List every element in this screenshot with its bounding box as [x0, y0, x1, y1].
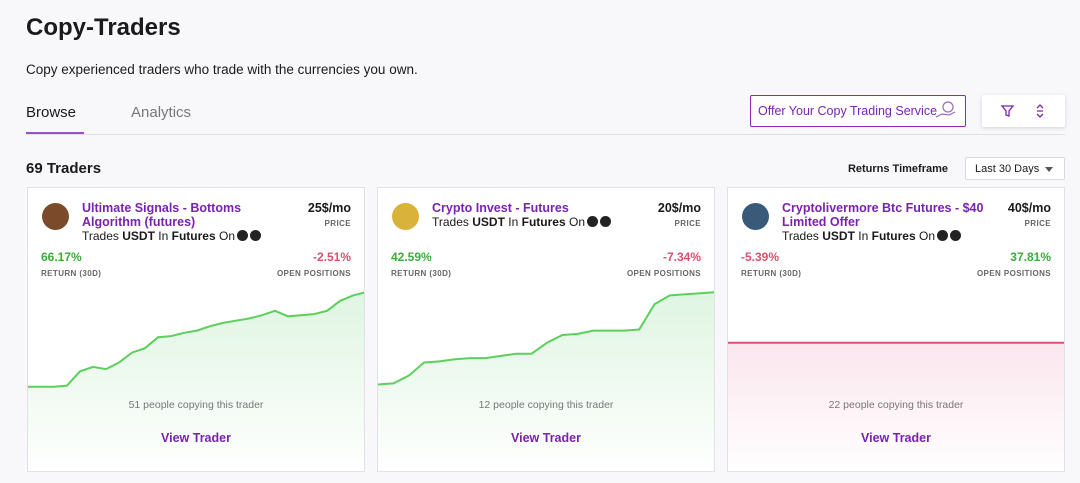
- asset: USDT: [472, 215, 505, 229]
- trades-text: Trades: [782, 229, 819, 243]
- timeframe-label: Returns Timeframe: [847, 163, 948, 175]
- trader-card: Cryptolivermore Btc Futures - $40 Limite…: [727, 187, 1065, 472]
- filter-icon[interactable]: [1000, 105, 1015, 117]
- view-trader-link[interactable]: View Trader: [861, 431, 931, 445]
- select-value: Last 30 Days: [975, 162, 1040, 175]
- card-header: Ultimate Signals - Bottoms Algorithm (fu…: [82, 201, 300, 243]
- on-text: On: [918, 229, 935, 243]
- price: 40$/mo: [1007, 201, 1051, 215]
- open-positions-stat: 37.81% OPEN POSITIONS: [977, 250, 1051, 278]
- sparkline-area: [378, 292, 714, 471]
- price-block: 25$/mo PRICE: [308, 201, 351, 228]
- open-positions-label: OPEN POSITIONS: [276, 269, 351, 278]
- return-value: 66.17%: [41, 250, 82, 264]
- toolbar-icons: [1000, 104, 1044, 118]
- sparkline-line: [28, 291, 364, 388]
- price-label: PRICE: [1024, 219, 1051, 228]
- price-block: 40$/mo PRICE: [1008, 201, 1051, 228]
- card-header: Cryptolivermore Btc Futures - $40 Limite…: [782, 201, 1000, 243]
- avatar: [42, 203, 69, 230]
- price: 20$/mo: [657, 201, 701, 215]
- copiers: 22 people copying this trader: [828, 399, 964, 411]
- trades-text: Trades: [82, 229, 119, 243]
- sparkline-area: [28, 292, 364, 471]
- view-trader-link[interactable]: View Trader: [161, 431, 231, 445]
- sort-icon[interactable]: [1036, 104, 1044, 118]
- sparkline: [378, 291, 714, 471]
- avatar: [392, 203, 419, 230]
- page-subtitle: Copy experienced traders who trade with …: [26, 62, 418, 77]
- coin-icon: [587, 216, 598, 227]
- card-header: Crypto Invest - Futures Trades USDT In Fu…: [432, 201, 650, 229]
- view-trader-link[interactable]: View Trader: [511, 431, 581, 445]
- return-value: 42.59%: [391, 250, 432, 264]
- open-positions-label: OPEN POSITIONS: [626, 269, 701, 278]
- toolbar: [982, 95, 1065, 127]
- trades-line: Trades USDT In Futures On: [782, 229, 1000, 243]
- open-positions-label: OPEN POSITIONS: [976, 269, 1051, 278]
- price-label: PRICE: [674, 219, 701, 228]
- sparkline-area: [728, 342, 1064, 471]
- market: Futures: [521, 215, 566, 229]
- trader-name[interactable]: Cryptolivermore Btc Futures - $40 Limite…: [782, 201, 984, 229]
- copiers: 12 people copying this trader: [478, 399, 614, 411]
- coin-icon: [950, 230, 961, 241]
- active-tab-indicator: [26, 132, 84, 134]
- return-label: RETURN (30D): [41, 269, 102, 278]
- return-value: -5.39%: [741, 250, 780, 264]
- trader-card: Crypto Invest - Futures Trades USDT In Fu…: [377, 187, 715, 472]
- tab[interactable]: Analytics: [131, 104, 192, 121]
- return-label: RETURN (30D): [741, 269, 802, 278]
- sparkline: [728, 341, 1064, 471]
- coin-icon: [600, 216, 611, 227]
- trades-line: Trades USDT In Futures On: [82, 229, 300, 243]
- trader-name[interactable]: Crypto Invest - Futures: [432, 201, 569, 215]
- price-label: PRICE: [324, 219, 351, 228]
- offer-icon: [935, 101, 956, 118]
- price: 25$/mo: [307, 201, 351, 215]
- market: Futures: [171, 229, 216, 243]
- coin-icon: [237, 230, 248, 241]
- divider: [26, 134, 1065, 135]
- avatar: [742, 203, 769, 230]
- trader-name[interactable]: Ultimate Signals - Bottoms Algorithm (fu…: [82, 201, 242, 229]
- sparkline-line: [378, 291, 714, 386]
- button-label: Offer Your Copy Trading Service: [758, 104, 938, 118]
- market: Futures: [871, 229, 916, 243]
- open-positions-value: 37.81%: [1010, 250, 1051, 264]
- trades-line: Trades USDT In Futures On: [432, 215, 650, 229]
- caret: [1045, 167, 1053, 172]
- price-block: 20$/mo PRICE: [658, 201, 701, 228]
- asset: USDT: [822, 229, 855, 243]
- offer-button[interactable]: Offer Your Copy Trading Service: [750, 95, 966, 127]
- trader-count: 69 Traders: [26, 160, 102, 177]
- in-text: In: [158, 229, 169, 243]
- asset: USDT: [122, 229, 155, 243]
- return-stat: 66.17% RETURN (30D): [41, 250, 101, 278]
- return-stat: 42.59% RETURN (30D): [391, 250, 451, 278]
- sparkline: [28, 291, 364, 471]
- page-title: Copy-Traders: [26, 14, 181, 41]
- open-positions-value: -7.34%: [662, 250, 701, 264]
- open-positions-stat: -7.34% OPEN POSITIONS: [627, 250, 701, 278]
- on-text: On: [568, 215, 585, 229]
- copiers: 51 people copying this trader: [128, 399, 264, 411]
- trader-card: Ultimate Signals - Bottoms Algorithm (fu…: [27, 187, 365, 472]
- open-positions-value: -2.51%: [312, 250, 351, 264]
- return-label: RETURN (30D): [391, 269, 452, 278]
- open-positions-stat: -2.51% OPEN POSITIONS: [277, 250, 351, 278]
- timeframe-select[interactable]: Last 30 Days: [965, 157, 1065, 180]
- in-text: In: [508, 215, 519, 229]
- in-text: In: [858, 229, 869, 243]
- tab[interactable]: Browse: [26, 104, 77, 121]
- return-stat: -5.39% RETURN (30D): [741, 250, 801, 278]
- on-text: On: [218, 229, 235, 243]
- coin-icon: [937, 230, 948, 241]
- trades-text: Trades: [432, 215, 469, 229]
- coin-icon: [250, 230, 261, 241]
